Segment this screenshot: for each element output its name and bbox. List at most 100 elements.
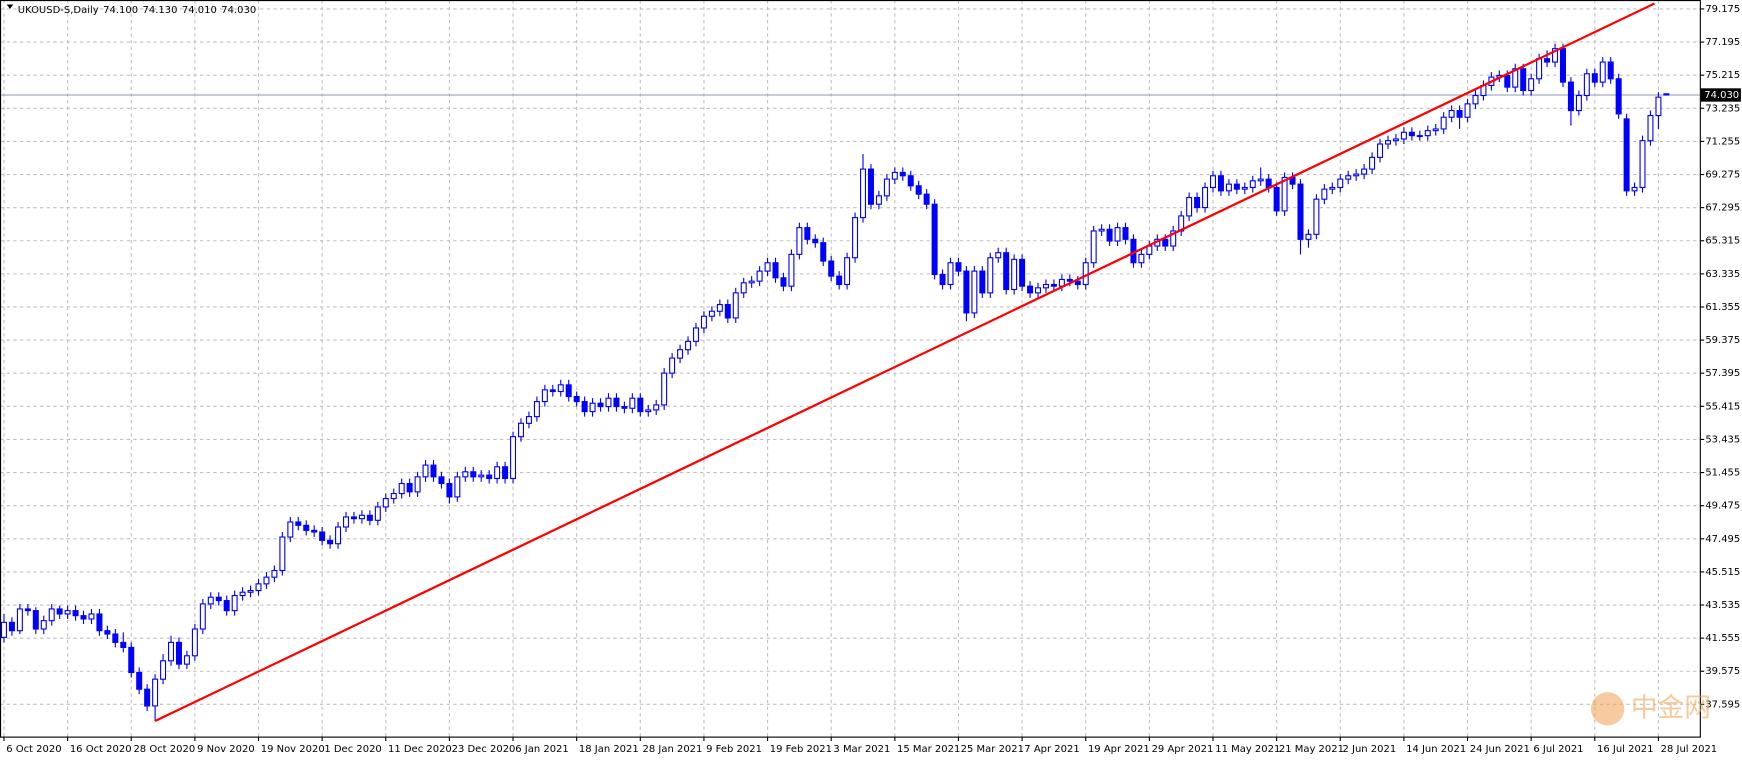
y-tick-label: 55.415 [1705, 401, 1740, 412]
trendline [154, 2, 1655, 723]
candle-body [48, 608, 55, 622]
candle-body [517, 422, 524, 438]
candle-body [541, 389, 548, 403]
candle-body [1114, 227, 1121, 242]
candle-body [557, 384, 564, 393]
candle-body [1003, 252, 1010, 291]
x-tick-label: 1 Dec 2020 [324, 744, 381, 755]
y-tick-label: 57.395 [1705, 368, 1740, 379]
candle-body [1305, 233, 1312, 240]
candle-body [390, 492, 397, 500]
candle-body [860, 168, 867, 219]
candle-body [1074, 280, 1081, 286]
candle-body [1369, 156, 1376, 170]
header-value: 74.010 [182, 5, 217, 16]
candle-body [589, 402, 596, 413]
candle-body [844, 257, 851, 286]
candle-body [56, 608, 63, 615]
candle-body [1042, 283, 1049, 289]
candle-body [96, 613, 103, 632]
candle-body [1050, 283, 1057, 287]
y-tick-label: 67.295 [1705, 203, 1740, 214]
candle-body [446, 482, 453, 498]
candle-body [502, 466, 509, 480]
candle-body [565, 384, 572, 398]
candle-body [1257, 178, 1264, 182]
candle-body [112, 633, 119, 643]
candle-body [40, 620, 47, 630]
candle-body [653, 404, 660, 411]
x-tick-label: 21 May 2021 [1279, 744, 1344, 755]
x-tick-label: 9 Nov 2020 [197, 744, 255, 755]
y-tick-label: 39.575 [1705, 666, 1740, 677]
candle-body [812, 238, 819, 244]
candle-body [343, 516, 350, 528]
y-tick-label: 49.475 [1705, 501, 1740, 512]
candle-body [183, 655, 190, 665]
candle-body [804, 227, 811, 240]
candle-body [1122, 227, 1129, 240]
candle-body [422, 464, 429, 478]
header-value: 74.130 [142, 5, 177, 16]
y-tick-label: 79.175 [1705, 4, 1740, 15]
x-tick-label: 28 Jan 2021 [643, 744, 703, 755]
candle-body [1353, 173, 1360, 177]
candle-body [1615, 78, 1622, 115]
x-tick-label: 28 Jul 2021 [1661, 744, 1718, 755]
x-tick-label: 14 Jun 2021 [1406, 744, 1466, 755]
x-tick-label: 19 Apr 2021 [1088, 744, 1150, 755]
candle-body [1225, 183, 1232, 192]
candle-body [1567, 81, 1574, 112]
candle-body [692, 327, 699, 342]
candle-body [549, 389, 556, 393]
candle-body [1552, 48, 1559, 63]
candle-body [1313, 198, 1320, 235]
candle-body [1448, 109, 1455, 118]
x-tick-label: 25 Mar 2021 [961, 744, 1024, 755]
candle-body [1631, 186, 1638, 192]
candle-body [915, 185, 922, 195]
candle-body [510, 436, 517, 480]
x-tick-label: 19 Nov 2020 [261, 744, 325, 755]
y-tick-label: 59.375 [1705, 335, 1740, 346]
candle-body [1639, 140, 1646, 189]
x-tick-label: 7 Apr 2021 [1024, 744, 1079, 755]
y-tick-label: 51.455 [1705, 468, 1740, 479]
candle-body [1345, 175, 1352, 180]
x-tick-label: 29 Apr 2021 [1152, 744, 1214, 755]
candle-body [828, 260, 835, 277]
candle-body [836, 275, 843, 286]
candle-body [1361, 168, 1368, 175]
candle-body [494, 466, 501, 480]
candle-body [64, 610, 71, 615]
y-tick-label: 45.515 [1705, 567, 1740, 578]
candle-body [661, 372, 668, 406]
candle-body [907, 175, 914, 187]
candle-body [700, 315, 707, 329]
candle-body [1321, 188, 1328, 200]
x-tick-label: 2 Jun 2021 [1342, 744, 1396, 755]
price-tag-label: 74.030 [1704, 90, 1739, 101]
candle-body [104, 630, 111, 635]
candle-body [677, 349, 684, 359]
candle-body [1392, 138, 1399, 142]
candle-body [1599, 61, 1606, 83]
header-value: 74.100 [103, 5, 138, 16]
candle-body [223, 600, 230, 612]
candle-body [24, 608, 31, 612]
candle-body [1202, 186, 1209, 209]
candle-body [1249, 180, 1256, 189]
candle-body [979, 270, 986, 294]
y-tick-label: 65.315 [1705, 236, 1740, 247]
candle-body [987, 257, 994, 294]
candle-body [923, 193, 930, 205]
menu-triangle [6, 4, 14, 9]
x-tick-label: 19 Feb 2021 [770, 744, 832, 755]
y-tick-label: 75.215 [1705, 70, 1740, 81]
candle-body [1035, 287, 1042, 294]
candle-body [525, 416, 532, 424]
watermark: 中金网 [1631, 692, 1711, 723]
candle-body [144, 688, 151, 707]
candle-body [875, 195, 882, 205]
